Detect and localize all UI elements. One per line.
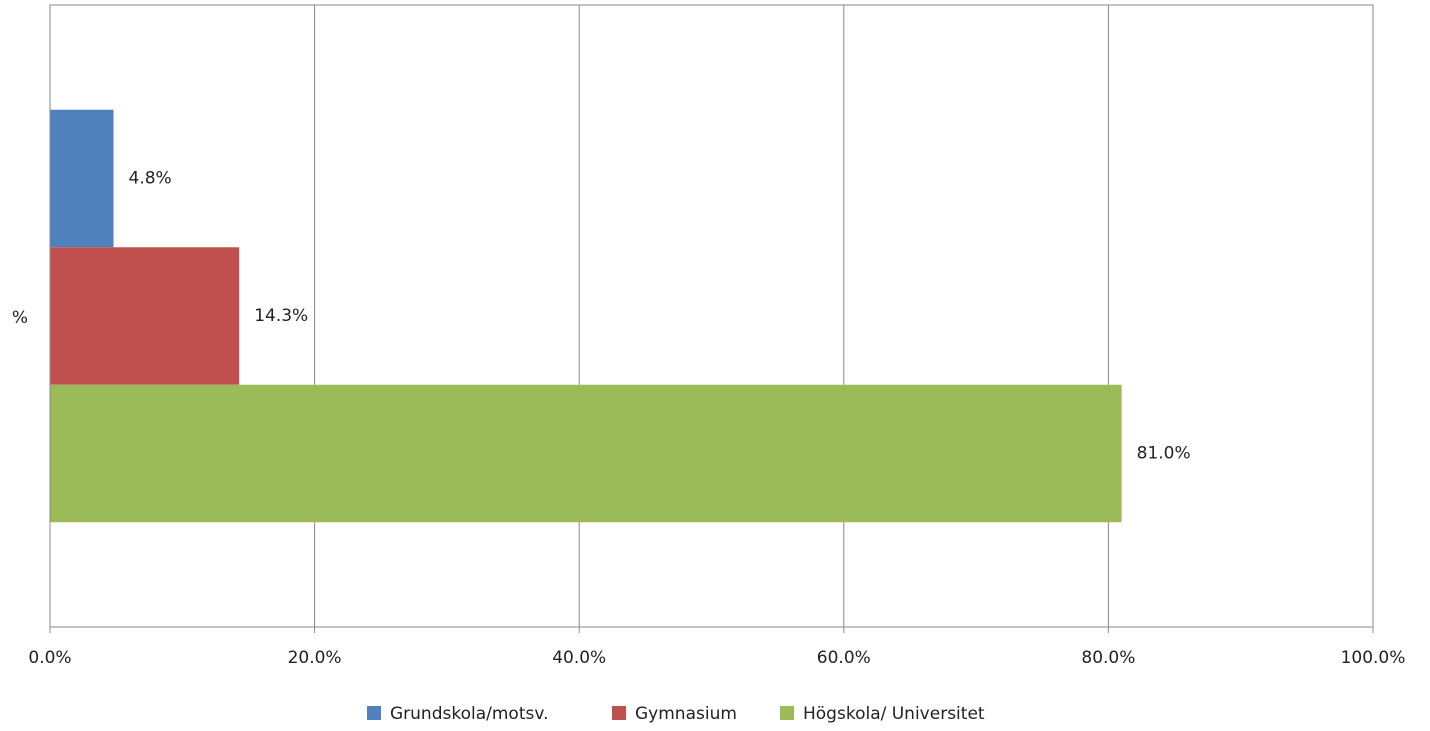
value-label: 14.3% — [254, 306, 308, 326]
value-label: 4.8% — [129, 169, 172, 189]
x-tick-label: 0.0% — [28, 648, 71, 668]
legend-swatch — [780, 706, 794, 720]
plot-area — [49, 4, 1374, 628]
legend-label: Gymnasium — [635, 704, 737, 724]
bar — [50, 247, 240, 385]
x-tick-label: 40.0% — [552, 648, 606, 668]
x-tick-label: 100.0% — [1341, 648, 1406, 668]
y-tick-label: % — [12, 308, 28, 328]
value-label: 81.0% — [1137, 444, 1191, 464]
x-tick-label: 80.0% — [1081, 648, 1135, 668]
legend-swatch — [367, 706, 381, 720]
x-tick-label: 20.0% — [288, 648, 342, 668]
bar — [50, 109, 114, 248]
x-tick-label: 60.0% — [817, 648, 871, 668]
legend-label: Grundskola/motsv. — [390, 704, 549, 724]
legend-swatch — [612, 706, 626, 720]
bar — [50, 384, 1122, 523]
legend-label: Högskola/ Universitet — [803, 704, 985, 724]
